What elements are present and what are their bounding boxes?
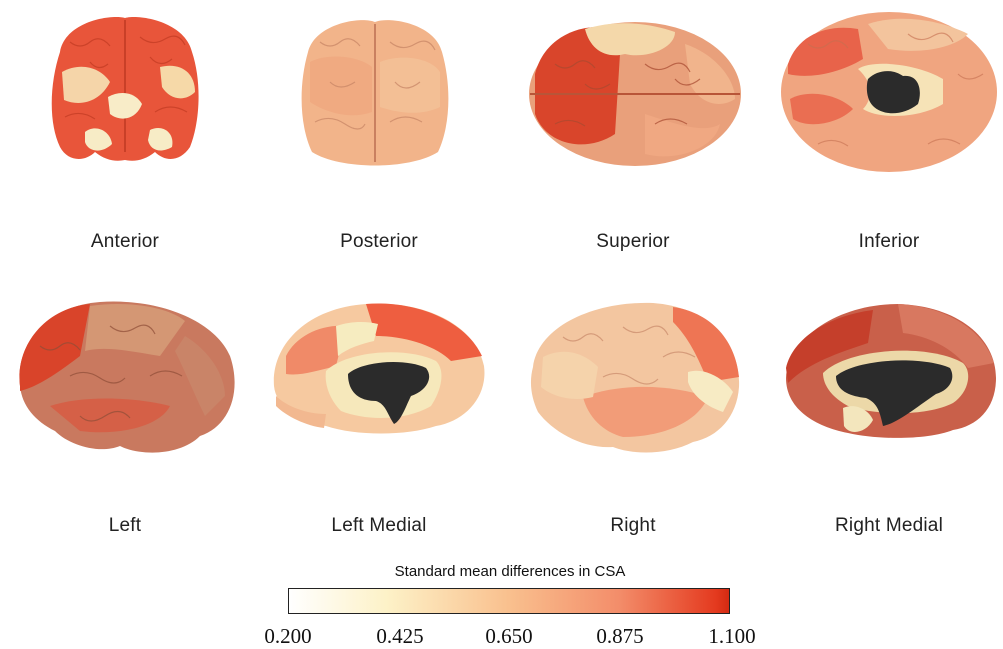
brain-posterior-view bbox=[301, 20, 449, 166]
colorbar-tick-label: 0.650 bbox=[485, 624, 533, 648]
view-label-posterior: Posterior bbox=[340, 231, 418, 252]
brain-superior-view bbox=[529, 22, 741, 166]
colorbar-tick-label: 0.425 bbox=[376, 624, 424, 648]
view-label-left-medial: Left Medial bbox=[331, 515, 427, 536]
view-label-left: Left bbox=[108, 515, 142, 536]
view-label-right: Right bbox=[610, 515, 656, 536]
brain-left-medial-view bbox=[273, 303, 485, 434]
view-label-inferior: Inferior bbox=[858, 231, 920, 252]
view-label-right-medial: Right Medial bbox=[834, 515, 943, 536]
view-label-anterior: Anterior bbox=[90, 231, 160, 252]
colorbar-tick-label: 1.100 bbox=[708, 624, 756, 648]
colorbar bbox=[288, 588, 730, 614]
brain-inferior-view bbox=[781, 12, 997, 172]
brain-left-view bbox=[19, 301, 235, 453]
view-label-superior: Superior bbox=[596, 231, 670, 252]
colorbar-title: Standard mean differences in CSA bbox=[394, 563, 626, 580]
brain-right-view bbox=[530, 302, 740, 453]
colorbar-tick-label: 0.875 bbox=[596, 624, 644, 648]
brain-right-medial-view bbox=[786, 304, 996, 438]
colorbar-tick-label: 0.200 bbox=[264, 624, 312, 648]
brain-anterior-view bbox=[51, 17, 199, 161]
